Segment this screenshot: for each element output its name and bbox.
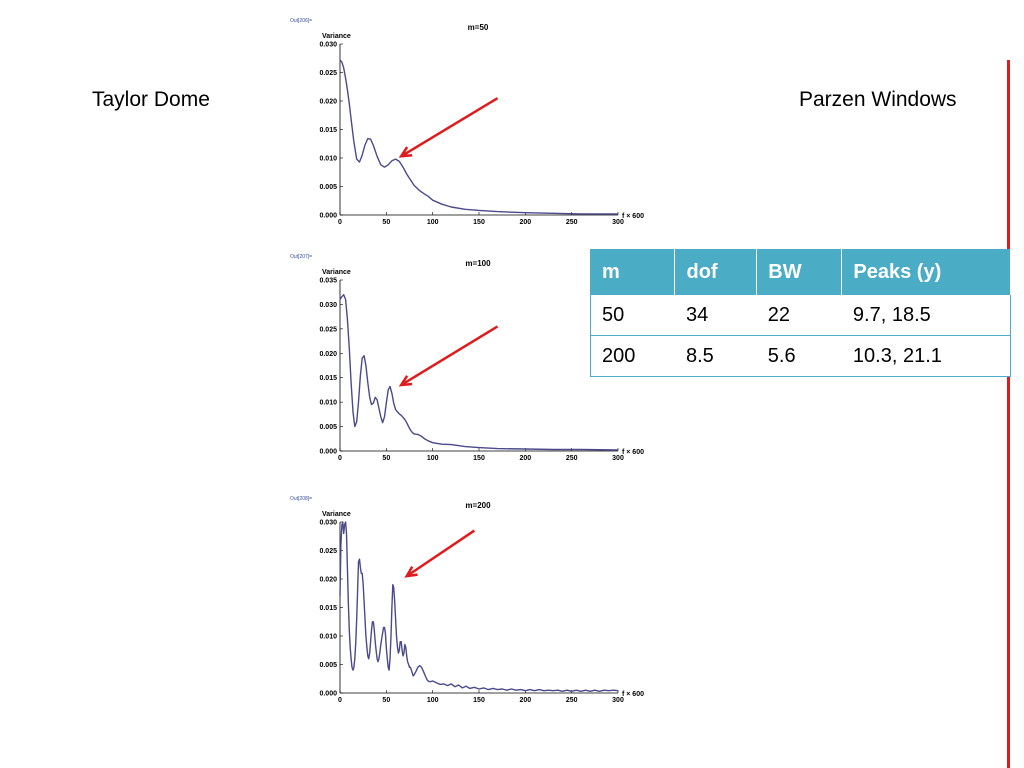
red-arrow-shaft <box>406 529 476 578</box>
variance-curve <box>339 521 619 692</box>
x-tick-label: 200 <box>519 697 531 704</box>
parzen-windows-label: Parzen Windows <box>799 88 957 111</box>
output-tag: Out[206]= <box>290 18 312 24</box>
cell-dof: 34 <box>674 294 757 336</box>
y-tick-label: 0.000 <box>319 691 337 698</box>
x-axis-label: f × 600 <box>622 449 644 456</box>
x-tick-label: 50 <box>382 455 390 462</box>
x-tick-label: 200 <box>519 219 531 226</box>
red-arrow-head <box>398 375 413 387</box>
y-tick-label: 0.000 <box>319 449 337 456</box>
y-tick-label: 0.020 <box>319 577 337 584</box>
y-tick-label: 0.015 <box>319 127 337 134</box>
y-axis-label: Variance <box>322 33 351 40</box>
output-tag: Out[208]= <box>290 496 312 502</box>
x-tick-label: 0 <box>338 455 342 462</box>
x-tick-label: 0 <box>338 219 342 226</box>
cell-peaks: 9.7, 18.5 <box>841 294 1011 336</box>
header-m: m <box>590 249 676 295</box>
table-row: 50 34 22 9.7, 18.5 <box>590 294 1011 336</box>
red-divider-line <box>1007 60 1010 768</box>
x-tick-label: 100 <box>427 219 439 226</box>
y-tick-label: 0.030 <box>319 520 337 527</box>
table-row: 200 8.5 5.6 10.3, 21.1 <box>590 335 1011 377</box>
cell-bw: 22 <box>756 294 842 336</box>
x-tick-label: 50 <box>382 697 390 704</box>
y-tick-label: 0.020 <box>319 351 337 358</box>
x-tick-label: 50 <box>382 219 390 226</box>
x-tick-label: 150 <box>473 219 485 226</box>
x-tick-label: 250 <box>566 219 578 226</box>
header-dof: dof <box>674 249 758 295</box>
y-axis-label: Variance <box>322 269 351 276</box>
x-tick-label: 200 <box>519 455 531 462</box>
y-tick-label: 0.025 <box>319 326 337 333</box>
x-tick-label: 100 <box>427 697 439 704</box>
variance-plot-m100: Out[207]= m=100 Variance 0.000 0.005 0.010 0.0… <box>290 254 644 462</box>
header-peaks: Peaks (y) <box>841 249 1011 295</box>
chart-title: m=50 <box>468 23 489 32</box>
y-tick-label: 0.020 <box>319 99 337 106</box>
parameter-table: m dof BW Peaks (y) 50 34 22 9.7, 18.5 20… <box>590 249 1011 377</box>
chart-title: m=200 <box>465 501 491 510</box>
x-tick-label: 0 <box>338 697 342 704</box>
taylor-dome-label: Taylor Dome <box>92 88 210 111</box>
cell-m: 200 <box>590 335 675 377</box>
x-tick-label: 300 <box>612 697 624 704</box>
y-tick-label: 0.010 <box>319 634 337 641</box>
y-tick-label: 0.035 <box>319 278 337 285</box>
output-tag: Out[207]= <box>290 254 312 260</box>
x-tick-label: 250 <box>566 697 578 704</box>
x-tick-label: 300 <box>612 455 624 462</box>
cell-dof: 8.5 <box>674 335 757 377</box>
cell-m: 50 <box>590 294 675 336</box>
y-tick-label: 0.030 <box>319 42 337 49</box>
header-bw: BW <box>756 249 843 295</box>
y-tick-label: 0.000 <box>319 213 337 220</box>
table-header-row: m dof BW Peaks (y) <box>590 249 1011 295</box>
x-tick-label: 150 <box>473 697 485 704</box>
x-axis-label: f × 600 <box>622 213 644 220</box>
y-tick-label: 0.010 <box>319 156 337 163</box>
y-tick-label: 0.005 <box>319 662 337 669</box>
y-axis-label: Variance <box>322 511 351 518</box>
x-tick-label: 300 <box>612 219 624 226</box>
variance-plot-m200: Out[208]= m=200 Variance 0.000 0.005 0.010 0.0… <box>290 496 644 704</box>
x-tick-label: 150 <box>473 455 485 462</box>
red-arrow-shaft <box>400 325 499 387</box>
y-tick-label: 0.015 <box>319 375 337 382</box>
variance-curve <box>339 59 618 215</box>
y-tick-label: 0.025 <box>319 70 337 77</box>
variance-curve <box>339 294 619 451</box>
x-axis-label: f × 600 <box>622 691 644 698</box>
chart-title: m=100 <box>465 259 491 268</box>
y-tick-label: 0.015 <box>319 605 337 612</box>
y-tick-label: 0.005 <box>319 184 337 191</box>
y-tick-label: 0.005 <box>319 424 337 431</box>
variance-plot-m50: Out[206]= m=50 Variance 0.000 0.005 0.010 0.01… <box>290 18 644 226</box>
red-arrow-head <box>404 566 418 578</box>
x-tick-label: 250 <box>566 455 578 462</box>
y-tick-label: 0.030 <box>319 302 337 309</box>
cell-peaks: 10.3, 21.1 <box>841 335 1011 377</box>
red-arrow-shaft <box>400 97 499 158</box>
y-tick-label: 0.025 <box>319 548 337 555</box>
red-arrow-head <box>398 146 413 158</box>
cell-bw: 5.6 <box>756 335 842 377</box>
y-tick-label: 0.010 <box>319 400 337 407</box>
x-tick-label: 100 <box>427 455 439 462</box>
